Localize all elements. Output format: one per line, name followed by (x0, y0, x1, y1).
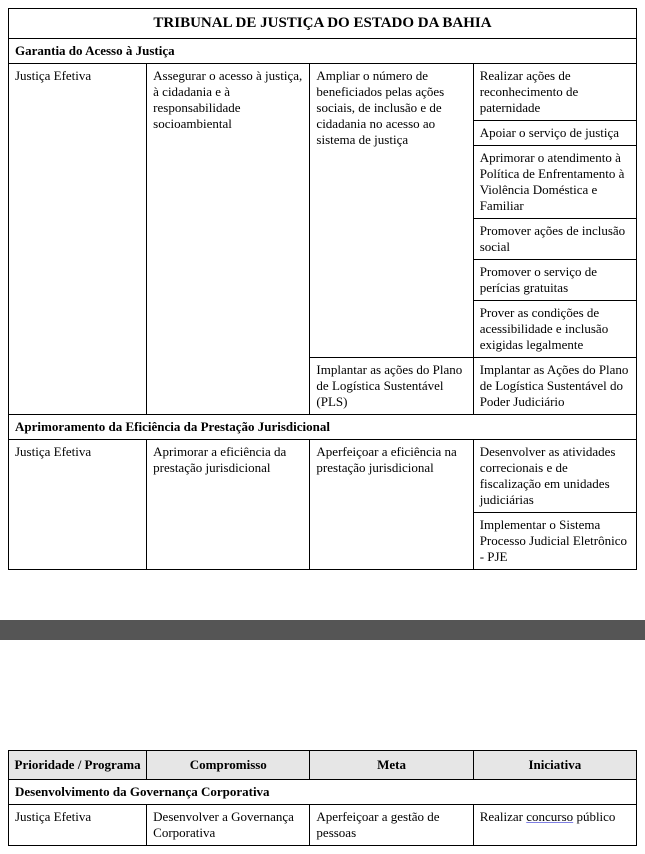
continuation-table: Prioridade / Programa Compromisso Meta I… (8, 750, 637, 846)
section-heading: Desenvolvimento da Governança Corporativ… (9, 780, 637, 805)
priority-cell: Justiça Efetiva (9, 805, 147, 846)
initiative-cell: Prover as condições de acessibilidade e … (473, 301, 636, 358)
initiative-cell: Realizar concurso público (473, 805, 636, 846)
initiative-underline: concurso (526, 809, 573, 824)
goal-cell: Aperfeiçoar a gestão de pessoas (310, 805, 473, 846)
header-row: Prioridade / Programa Compromisso Meta I… (9, 751, 637, 780)
initiative-cell: Apoiar o serviço de justiça (473, 121, 636, 146)
priority-cell: Justiça Efetiva (9, 440, 147, 570)
initiative-cell: Realizar ações de reconhecimento de pate… (473, 64, 636, 121)
commitment-cell: Aprimorar a eficiência da prestação juri… (147, 440, 310, 570)
priority-cell: Justiça Efetiva (9, 64, 147, 415)
page-break (0, 580, 645, 690)
initiative-cell: Promover o serviço de perícias gratuitas (473, 260, 636, 301)
table-row: Justiça Efetiva Assegurar o acesso à jus… (9, 64, 637, 121)
initiative-cell: Implantar as Ações do Plano de Logística… (473, 358, 636, 415)
goal-cell: Aperfeiçoar a eficiência na prestação ju… (310, 440, 473, 570)
main-table: TRIBUNAL DE JUSTIÇA DO ESTADO DA BAHIA G… (8, 8, 637, 570)
initiative-cell: Promover ações de inclusão social (473, 219, 636, 260)
document-title: TRIBUNAL DE JUSTIÇA DO ESTADO DA BAHIA (9, 9, 637, 39)
col-header-commitment: Compromisso (147, 751, 310, 780)
initiative-cell: Aprimorar o atendimento à Política de En… (473, 146, 636, 219)
initiative-text: Realizar (480, 809, 527, 824)
initiative-text: público (573, 809, 615, 824)
initiative-cell: Desenvolver as atividades correcionais e… (473, 440, 636, 513)
title-row: TRIBUNAL DE JUSTIÇA DO ESTADO DA BAHIA (9, 9, 637, 39)
commitment-cell: Assegurar o acesso à justiça, à cidadani… (147, 64, 310, 415)
section1-heading: Garantia do Acesso à Justiça (9, 39, 637, 64)
section3-heading: Desenvolvimento da Governança Corporativ… (9, 780, 637, 805)
section-heading: Garantia do Acesso à Justiça (9, 39, 637, 64)
initiative-cell: Implementar o Sistema Processo Judicial … (473, 513, 636, 570)
section2-heading: Aprimoramento da Eficiência da Prestação… (9, 415, 637, 440)
table-row: Justiça Efetiva Aprimorar a eficiência d… (9, 440, 637, 513)
table-row: Justiça Efetiva Desenvolver a Governança… (9, 805, 637, 846)
col-header-initiative: Iniciativa (473, 751, 636, 780)
col-header-priority: Prioridade / Programa (9, 751, 147, 780)
col-header-goal: Meta (310, 751, 473, 780)
section-heading: Aprimoramento da Eficiência da Prestação… (9, 415, 637, 440)
goal-cell: Ampliar o número de beneficiados pelas a… (310, 64, 473, 358)
commitment-cell: Desenvolver a Governança Corporativa (147, 805, 310, 846)
goal-cell: Implantar as ações do Plano de Logística… (310, 358, 473, 415)
